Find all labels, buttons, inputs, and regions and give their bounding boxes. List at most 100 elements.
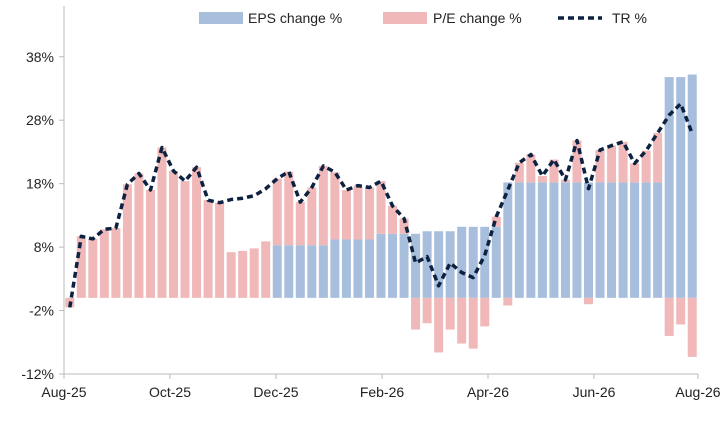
y-tick-label: 38%: [26, 49, 54, 65]
eps-bar: [434, 231, 444, 298]
pe-bar: [76, 236, 86, 298]
eps-bar: [595, 182, 605, 298]
eps-bar: [583, 182, 593, 298]
eps-bar: [641, 182, 651, 298]
eps-bar: [353, 239, 363, 298]
axis-layer: [59, 6, 699, 379]
y-tick-label: 18%: [26, 176, 54, 192]
y-tick-label: 28%: [26, 112, 54, 128]
y-tick-label: -2%: [29, 303, 54, 319]
pe-bar: [169, 170, 179, 298]
eps-bar: [549, 182, 559, 298]
pe-bar: [399, 218, 409, 234]
eps-bar: [514, 182, 524, 298]
eps-bar: [330, 239, 340, 298]
pe-bar: [157, 147, 167, 298]
pe-bar: [180, 181, 190, 298]
pe-bar: [122, 184, 132, 298]
axis-labels-layer: -12% -2% 8% 18% 28% 38% Aug-25 Oct-25 Dec-25 Feb-…: [21, 49, 720, 400]
x-tick-label: Aug-26: [675, 384, 720, 400]
eps-bar: [284, 245, 294, 298]
eps-bar: [491, 226, 501, 298]
x-tick-label: Oct-25: [149, 384, 191, 400]
pe-bar: [388, 205, 398, 234]
pe-bar: [630, 163, 640, 183]
pe-bar: [307, 187, 317, 246]
pe-bar: [445, 297, 455, 330]
pe-bar: [514, 162, 524, 183]
eps-bar: [376, 233, 386, 298]
pe-bar: [572, 140, 582, 183]
pe-bar: [537, 176, 547, 183]
y-tick-label: 8%: [34, 239, 54, 255]
eps-bar: [272, 245, 282, 298]
pe-bar: [422, 297, 432, 324]
eps-bar: [572, 182, 582, 298]
eps-bar: [630, 182, 640, 298]
pe-bar: [618, 141, 628, 183]
pe-bar: [272, 178, 282, 246]
pe-bar: [249, 248, 259, 298]
bars-layer: [65, 74, 697, 357]
x-tick-label: Jun-26: [573, 384, 616, 400]
eps-bar: [388, 233, 398, 298]
pe-bar: [526, 154, 536, 183]
pe-bar: [687, 297, 697, 357]
pe-bar: [295, 202, 305, 246]
eps-bar: [526, 182, 536, 298]
eps-bar: [664, 77, 674, 298]
pe-bar: [215, 202, 225, 298]
legend: EPS change % P/E change % TR %: [199, 10, 647, 26]
pe-bar: [330, 172, 340, 240]
eps-bar: [560, 182, 570, 298]
pe-bar: [88, 238, 98, 298]
eps-bar: [503, 182, 513, 298]
pe-bar: [145, 190, 155, 298]
legend-swatch-eps: [199, 12, 243, 24]
pe-bar: [238, 250, 248, 298]
pe-bar: [503, 297, 513, 306]
pe-bar: [411, 297, 421, 330]
eps-bar: [295, 245, 305, 298]
pe-bar: [653, 132, 663, 183]
eps-bar: [341, 239, 351, 298]
pe-bar: [318, 165, 328, 246]
eps-bar: [537, 182, 547, 298]
pe-bar: [549, 159, 559, 183]
pe-bar: [376, 181, 386, 234]
legend-label-tr: TR %: [612, 10, 647, 26]
eps-bar: [468, 226, 478, 298]
pe-bar: [457, 297, 467, 344]
eps-bar: [480, 226, 490, 298]
line-layer: [68, 101, 694, 308]
eps-bar: [687, 74, 697, 298]
x-tick-label: Feb-26: [360, 384, 405, 400]
legend-label-eps: EPS change %: [248, 10, 342, 26]
eps-bar: [457, 226, 467, 298]
pe-bar: [353, 185, 363, 240]
pe-bar: [480, 297, 490, 327]
pe-bar: [192, 167, 202, 298]
pe-bar: [664, 297, 674, 336]
eps-bar: [676, 77, 686, 298]
pe-bar: [341, 190, 351, 240]
pe-bar: [434, 297, 444, 353]
pe-bar: [261, 241, 271, 298]
legend-swatch-pe: [383, 12, 427, 24]
pe-bar: [583, 297, 593, 305]
eps-bar: [618, 182, 628, 298]
pe-bar: [111, 228, 121, 298]
pe-bar: [641, 150, 651, 183]
eps-bar: [607, 182, 617, 298]
pe-bar: [676, 297, 686, 325]
x-tick-label: Dec-25: [253, 384, 298, 400]
y-tick-label: -12%: [21, 366, 54, 382]
eps-bar: [399, 233, 409, 298]
pe-bar: [134, 173, 144, 298]
eps-bar: [364, 239, 374, 298]
pe-bar: [99, 229, 109, 298]
pe-bar: [468, 297, 478, 349]
pe-bar: [364, 187, 374, 240]
pe-bar: [595, 150, 605, 183]
